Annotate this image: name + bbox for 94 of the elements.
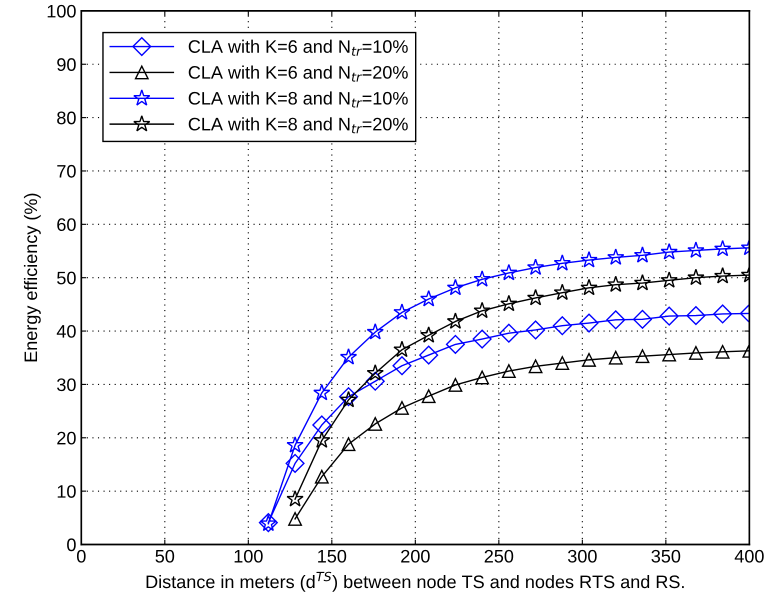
point — [314, 470, 329, 484]
point — [636, 349, 650, 364]
point — [500, 264, 518, 280]
y-tick-label: 10 — [58, 485, 76, 498]
point — [446, 278, 464, 296]
point — [474, 270, 491, 287]
point — [338, 387, 358, 406]
point — [579, 314, 599, 333]
point — [716, 344, 730, 359]
y-tick-label: 70 — [57, 164, 76, 178]
point — [392, 356, 412, 376]
point — [713, 304, 732, 324]
point — [366, 372, 385, 391]
y-tick-label: 60 — [57, 218, 76, 232]
point — [607, 248, 624, 265]
point — [500, 294, 518, 312]
x-tick-label: 100 — [234, 550, 263, 563]
point — [446, 334, 465, 354]
point — [662, 348, 676, 362]
point — [475, 370, 490, 384]
point — [608, 350, 623, 365]
point — [286, 436, 304, 453]
x-axis-title: Distance in meters (d$^{TS}$) between node TS and nodes RTS and RS. — [146, 572, 684, 592]
x-tick-label: 200 — [401, 550, 430, 563]
point — [288, 512, 302, 526]
point — [395, 400, 409, 415]
point — [340, 390, 358, 408]
point — [526, 258, 544, 275]
point — [393, 303, 411, 320]
point — [552, 316, 572, 336]
x-tick-label: 0 — [76, 550, 86, 563]
point — [660, 243, 678, 260]
point — [420, 290, 438, 306]
legend-label: CLA with K=8 and N$_{tr}$=10% — [188, 91, 408, 108]
point — [366, 323, 384, 340]
y-tick-label: 90 — [57, 58, 76, 71]
point — [607, 276, 624, 292]
y-tick-label: 80 — [57, 112, 76, 124]
point — [688, 346, 703, 360]
point — [526, 320, 546, 340]
point — [554, 284, 571, 300]
x-tick-label: 50 — [155, 550, 174, 563]
point — [580, 278, 598, 296]
point — [582, 352, 596, 367]
point — [312, 415, 332, 435]
point — [554, 254, 571, 271]
point — [686, 306, 706, 326]
legend-label: CLA with K=6 and N$_{tr}$=20% — [188, 66, 408, 82]
x-tick-label: 350 — [651, 550, 680, 563]
point — [714, 267, 732, 284]
point — [446, 312, 464, 329]
point — [286, 490, 304, 507]
y-tick-label: 40 — [56, 324, 76, 338]
point — [393, 340, 411, 358]
y-tick-label: 100 — [48, 4, 76, 18]
point — [634, 274, 652, 290]
point — [342, 437, 356, 452]
point — [502, 364, 516, 378]
point — [474, 302, 491, 318]
point — [499, 324, 518, 343]
y-axis-title: Energy efficiency (%) — [24, 194, 41, 362]
y-tick-label: 20 — [57, 432, 76, 444]
point — [313, 384, 330, 400]
point — [714, 240, 732, 256]
y-tick-label: 50 — [57, 272, 76, 284]
y-tick-label: 30 — [57, 378, 76, 392]
point — [687, 268, 705, 286]
point — [472, 330, 492, 349]
point — [419, 346, 438, 365]
point — [660, 306, 679, 326]
x-tick-label: 250 — [484, 550, 514, 563]
point — [313, 431, 330, 448]
x-tick-label: 400 — [734, 550, 764, 563]
x-tick-label: 150 — [318, 550, 346, 563]
point — [580, 251, 598, 268]
point — [420, 326, 438, 343]
legend-label: CLA with K=8 and N$_{tr}$=20% — [188, 117, 408, 134]
point — [366, 364, 384, 381]
point — [526, 288, 544, 306]
point — [528, 359, 543, 374]
x-tick-label: 300 — [568, 550, 597, 563]
point — [448, 378, 462, 392]
point — [286, 454, 305, 473]
point — [555, 356, 570, 370]
y-tick-label: 0 — [67, 538, 76, 552]
legend-label: CLA with K=6 and N$_{tr}$=10% — [188, 40, 408, 56]
point — [606, 310, 626, 330]
point — [687, 241, 705, 258]
point — [632, 310, 652, 329]
point — [422, 389, 436, 404]
point — [634, 246, 652, 263]
point — [660, 271, 678, 288]
point — [368, 416, 382, 431]
point — [340, 348, 358, 365]
